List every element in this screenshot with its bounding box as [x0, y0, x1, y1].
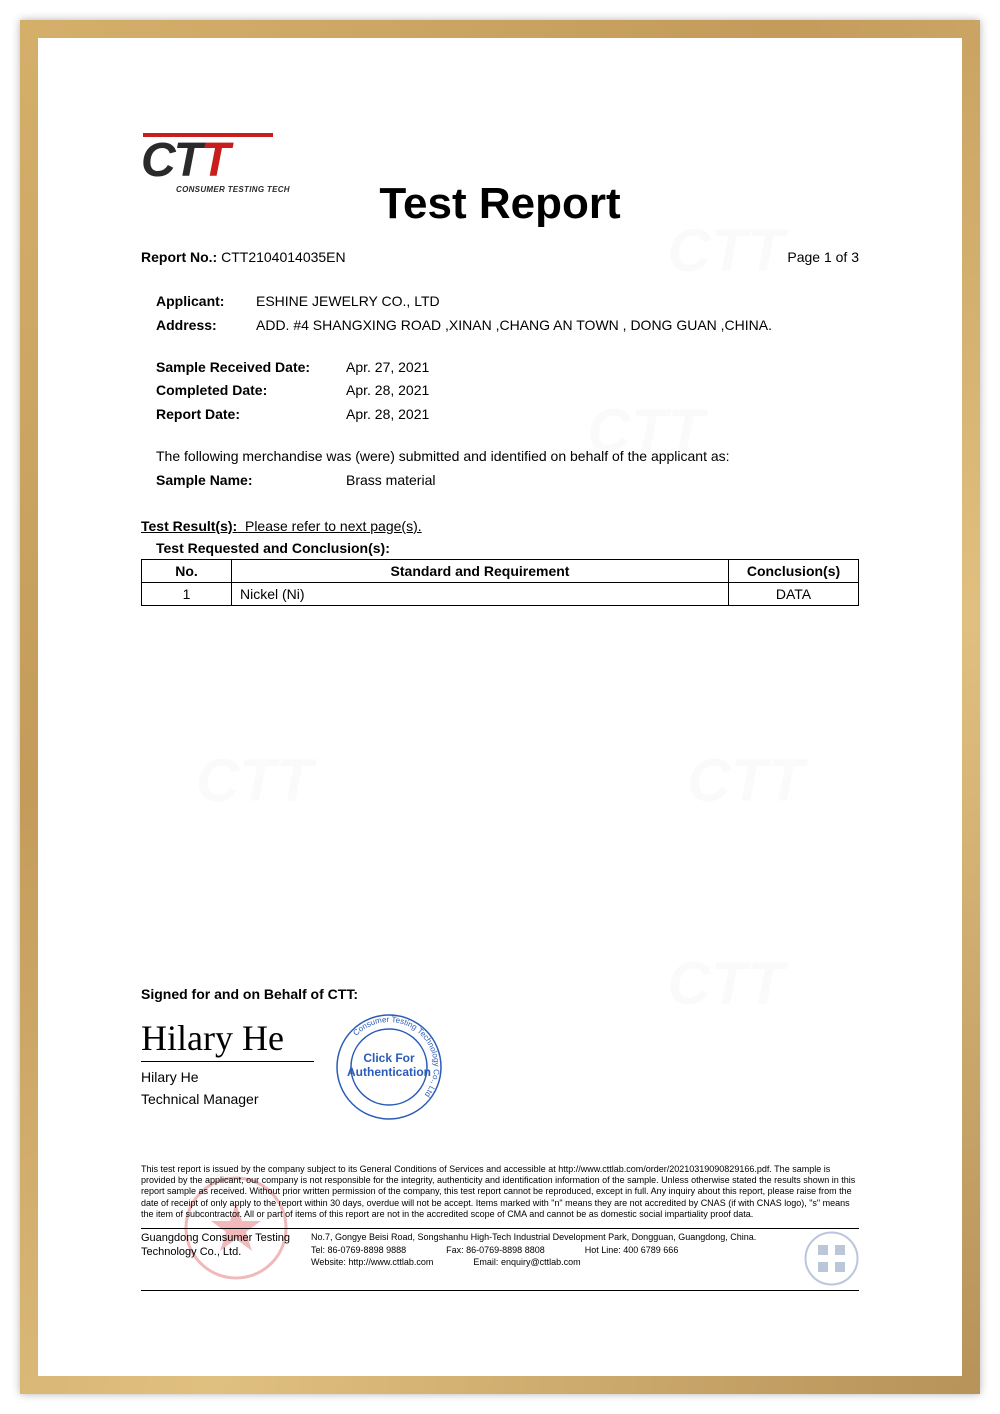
test-result-line: Test Result(s): Please refer to next pag… [141, 518, 859, 534]
tel-value: 86-0769-8898 9888 [328, 1245, 407, 1255]
footer-qr-icon [804, 1231, 859, 1286]
document-frame: CTT CTT CTT CTT CTT CTT CONSUMER TESTING… [20, 20, 980, 1394]
hotline-value: 400 6789 666 [623, 1245, 678, 1255]
watermark: CTT [196, 746, 313, 815]
fax-label: Fax: [446, 1245, 464, 1255]
completed-date-label: Completed Date: [156, 379, 346, 403]
cell-conclusion: DATA [729, 582, 859, 605]
received-date-label: Sample Received Date: [156, 356, 346, 380]
page-indicator: Page 1 of 3 [787, 249, 859, 265]
fax-value: 86-0769-8898 8808 [466, 1245, 545, 1255]
email-label: Email: [473, 1257, 498, 1267]
footer-company: Guangdong Consumer Testing Technology Co… [141, 1231, 301, 1260]
report-date-label: Report Date: [156, 403, 346, 427]
col-conclusion: Conclusion(s) [729, 559, 859, 582]
signature-handwritten: Hilary He [141, 1012, 314, 1062]
signature-area: Hilary He Hilary He Technical Manager Co… [141, 1012, 859, 1122]
svg-text:Click For: Click For [363, 1051, 415, 1065]
sample-name-label: Sample Name: [156, 469, 346, 493]
sample-name-value: Brass material [346, 469, 435, 493]
hotline-label: Hot Line: [585, 1245, 621, 1255]
address-label: Address: [156, 314, 256, 338]
page-content: CTT CTT CTT CTT CTT CTT CONSUMER TESTING… [96, 96, 904, 1318]
website-label: Website: [311, 1257, 346, 1267]
dates-block: Sample Received Date: Apr. 27, 2021 Comp… [156, 356, 859, 427]
col-standard: Standard and Requirement [232, 559, 729, 582]
col-no: No. [142, 559, 232, 582]
logo-letter-c: C [141, 134, 174, 187]
address-value: ADD. #4 SHANGXING ROAD ,XINAN ,CHANG AN … [256, 314, 772, 338]
completed-date-value: Apr. 28, 2021 [346, 379, 429, 403]
footer: This test report is issued by the compan… [141, 1164, 859, 1293]
logo-letter-t2: T [201, 134, 228, 187]
test-result-label: Test Result(s): [141, 518, 237, 534]
footer-address: No.7, Gongye Beisi Road, Songshanhu High… [311, 1231, 794, 1244]
received-date-value: Apr. 27, 2021 [346, 356, 429, 380]
results-table: No. Standard and Requirement Conclusion(… [141, 559, 859, 606]
signature-printed: Hilary He [141, 1066, 314, 1088]
header-row: Report No.: CTT2104014035EN Page 1 of 3 [141, 249, 859, 265]
report-no-label: Report No.: [141, 249, 217, 265]
cell-standard: Nickel (Ni) [232, 582, 729, 605]
authentication-stamp[interactable]: Consumer Testing Technology Co., Ltd Cli… [334, 1012, 444, 1122]
watermark: CTT [687, 746, 804, 815]
applicant-label: Applicant: [156, 290, 256, 314]
watermark: CTT [667, 949, 784, 1018]
tel-label: Tel: [311, 1245, 325, 1255]
table-header-label: Test Requested and Conclusion(s): [156, 540, 859, 556]
cell-no: 1 [142, 582, 232, 605]
email-value: enquiry@cttlab.com [501, 1257, 581, 1267]
test-result-value: Please refer to next page(s). [245, 518, 422, 534]
report-date-value: Apr. 28, 2021 [346, 403, 429, 427]
table-header-row: No. Standard and Requirement Conclusion(… [142, 559, 859, 582]
description-text: The following merchandise was (were) sub… [156, 445, 859, 469]
report-no-value: CTT2104014035EN [221, 249, 346, 265]
applicant-block: Applicant: ESHINE JEWELRY CO., LTD Addre… [156, 290, 859, 338]
table-row: 1 Nickel (Ni) DATA [142, 582, 859, 605]
website-value: http://www.cttlab.com [348, 1257, 433, 1267]
svg-text:Authentication: Authentication [347, 1065, 431, 1079]
applicant-value: ESHINE JEWELRY CO., LTD [256, 290, 440, 314]
signature-role: Technical Manager [141, 1088, 314, 1110]
footer-contact: No.7, Gongye Beisi Road, Songshanhu High… [311, 1231, 794, 1269]
disclaimer-text: This test report is issued by the compan… [141, 1164, 859, 1220]
signed-label: Signed for and on Behalf of CTT: [141, 986, 859, 1002]
logo-letter-t1: T [174, 134, 201, 187]
